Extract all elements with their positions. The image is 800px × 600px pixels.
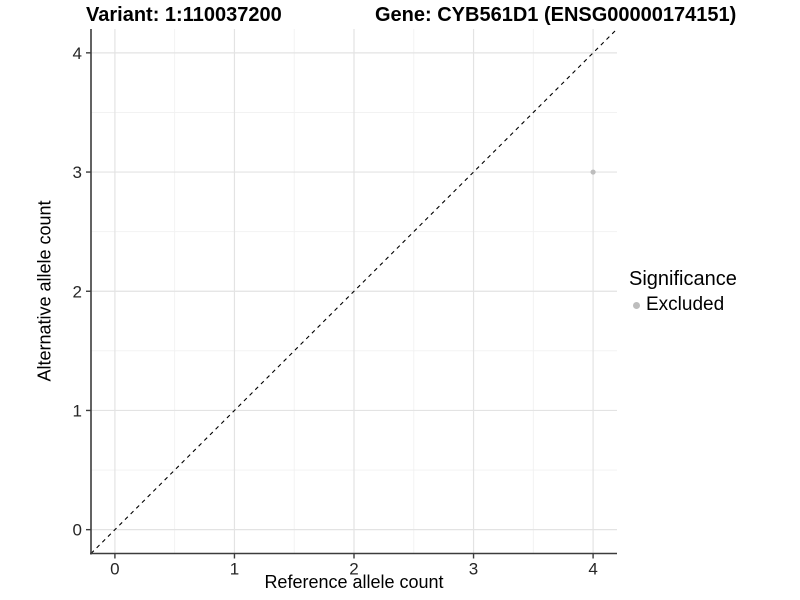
y-tick-label: 4 [73, 44, 82, 63]
legend: Significance Excluded [629, 268, 737, 316]
y-tick-label: 0 [73, 521, 82, 540]
x-tick-label: 3 [469, 560, 478, 579]
x-tick-label: 4 [588, 560, 597, 579]
variant-title: Variant: 1:110037200 [86, 4, 282, 26]
legend-title: Significance [629, 268, 737, 290]
x-tick-label: 0 [110, 560, 119, 579]
legend-item-label: Excluded [646, 294, 725, 315]
data-point [590, 169, 596, 175]
legend-point-icon [633, 301, 640, 309]
y-tick-label: 3 [73, 163, 82, 182]
legend-item-excluded: Excluded [629, 294, 737, 316]
x-axis-title: Reference allele count [264, 572, 444, 592]
y-axis-title: Alternative allele count [34, 200, 55, 382]
x-tick-label: 1 [230, 560, 239, 579]
gene-title: Gene: CYB561D1 (ENSG00000174151) [375, 4, 737, 26]
identity-reference-line [90, 28, 618, 554]
y-tick-label: 2 [73, 282, 82, 301]
x-tick-label: 2 [349, 560, 358, 579]
y-tick-label: 1 [73, 401, 82, 420]
